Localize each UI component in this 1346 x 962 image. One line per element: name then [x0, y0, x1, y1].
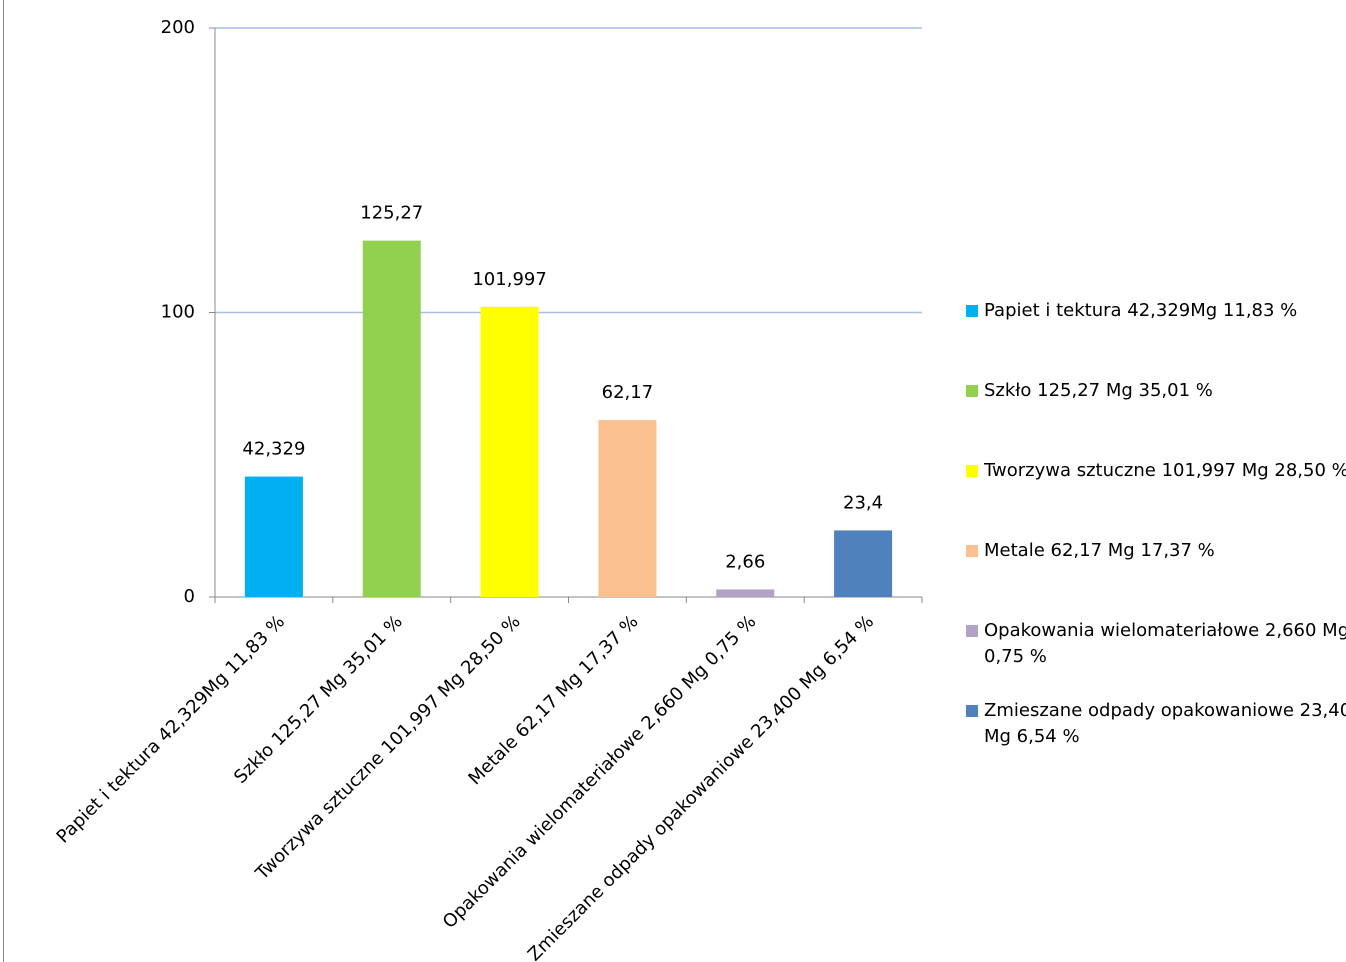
legend-label: Zmieszane odpady opakowaniowe 23,400 Mg …	[984, 700, 1346, 747]
bar	[244, 476, 303, 597]
y-tick-label: 200	[161, 17, 195, 38]
legend-label: Opakowania wielomateriałowe 2,660 Mg 0,7…	[984, 620, 1346, 667]
bar	[834, 530, 893, 597]
value-label: 101,997	[472, 269, 546, 290]
legend-swatch	[966, 545, 978, 557]
bar	[480, 306, 539, 597]
legend-label: Tworzywa sztuczne 101,997 Mg 28,50 %	[984, 460, 1346, 481]
legend-item: Zmieszane odpady opakowaniowe 23,400 Mg …	[966, 698, 1346, 778]
value-label: 125,27	[360, 203, 423, 224]
legend-item: Tworzywa sztuczne 101,997 Mg 28,50 %	[966, 458, 1346, 538]
legend-clip: Papiet i tektura 42,329Mg 11,83 % Szkło 1…	[966, 298, 1346, 778]
legend-label: Papiet i tektura 42,329Mg 11,83 %	[984, 300, 1298, 321]
value-label: 2,66	[725, 551, 765, 572]
legend-swatch	[966, 625, 978, 637]
value-label: 62,17	[602, 382, 654, 403]
legend-swatch	[966, 385, 978, 397]
value-label: 42,329	[242, 439, 305, 460]
bar	[362, 240, 421, 597]
legend-label: Szkło 125,27 Mg 35,01 %	[984, 380, 1213, 401]
legend-swatch	[966, 305, 978, 317]
chart-frame	[3, 0, 4, 962]
legend-item: Szkło 125,27 Mg 35,01 %	[966, 378, 1346, 458]
y-tick-label: 100	[161, 302, 195, 323]
legend-swatch	[966, 465, 978, 477]
value-label: 23,4	[843, 492, 883, 513]
bar	[598, 420, 657, 597]
legend-item: Metale 62,17 Mg 17,37 %	[966, 538, 1346, 618]
legend-swatch	[966, 705, 978, 717]
legend-item: Opakowania wielomateriałowe 2,660 Mg 0,7…	[966, 618, 1346, 698]
bar	[716, 589, 775, 597]
y-tick-label: 0	[184, 586, 195, 607]
legend-item: Papiet i tektura 42,329Mg 11,83 %	[966, 298, 1346, 378]
legend-label: Metale 62,17 Mg 17,37 %	[984, 540, 1215, 561]
x-tick-label: Tworzywa sztuczne 101,997 Mg 28,50 %	[251, 611, 524, 884]
legend: Papiet i tektura 42,329Mg 11,83 % Szkło 1…	[966, 298, 1346, 778]
x-tick-label: Papiet i tektura 42,329Mg 11,83 %	[53, 611, 289, 847]
